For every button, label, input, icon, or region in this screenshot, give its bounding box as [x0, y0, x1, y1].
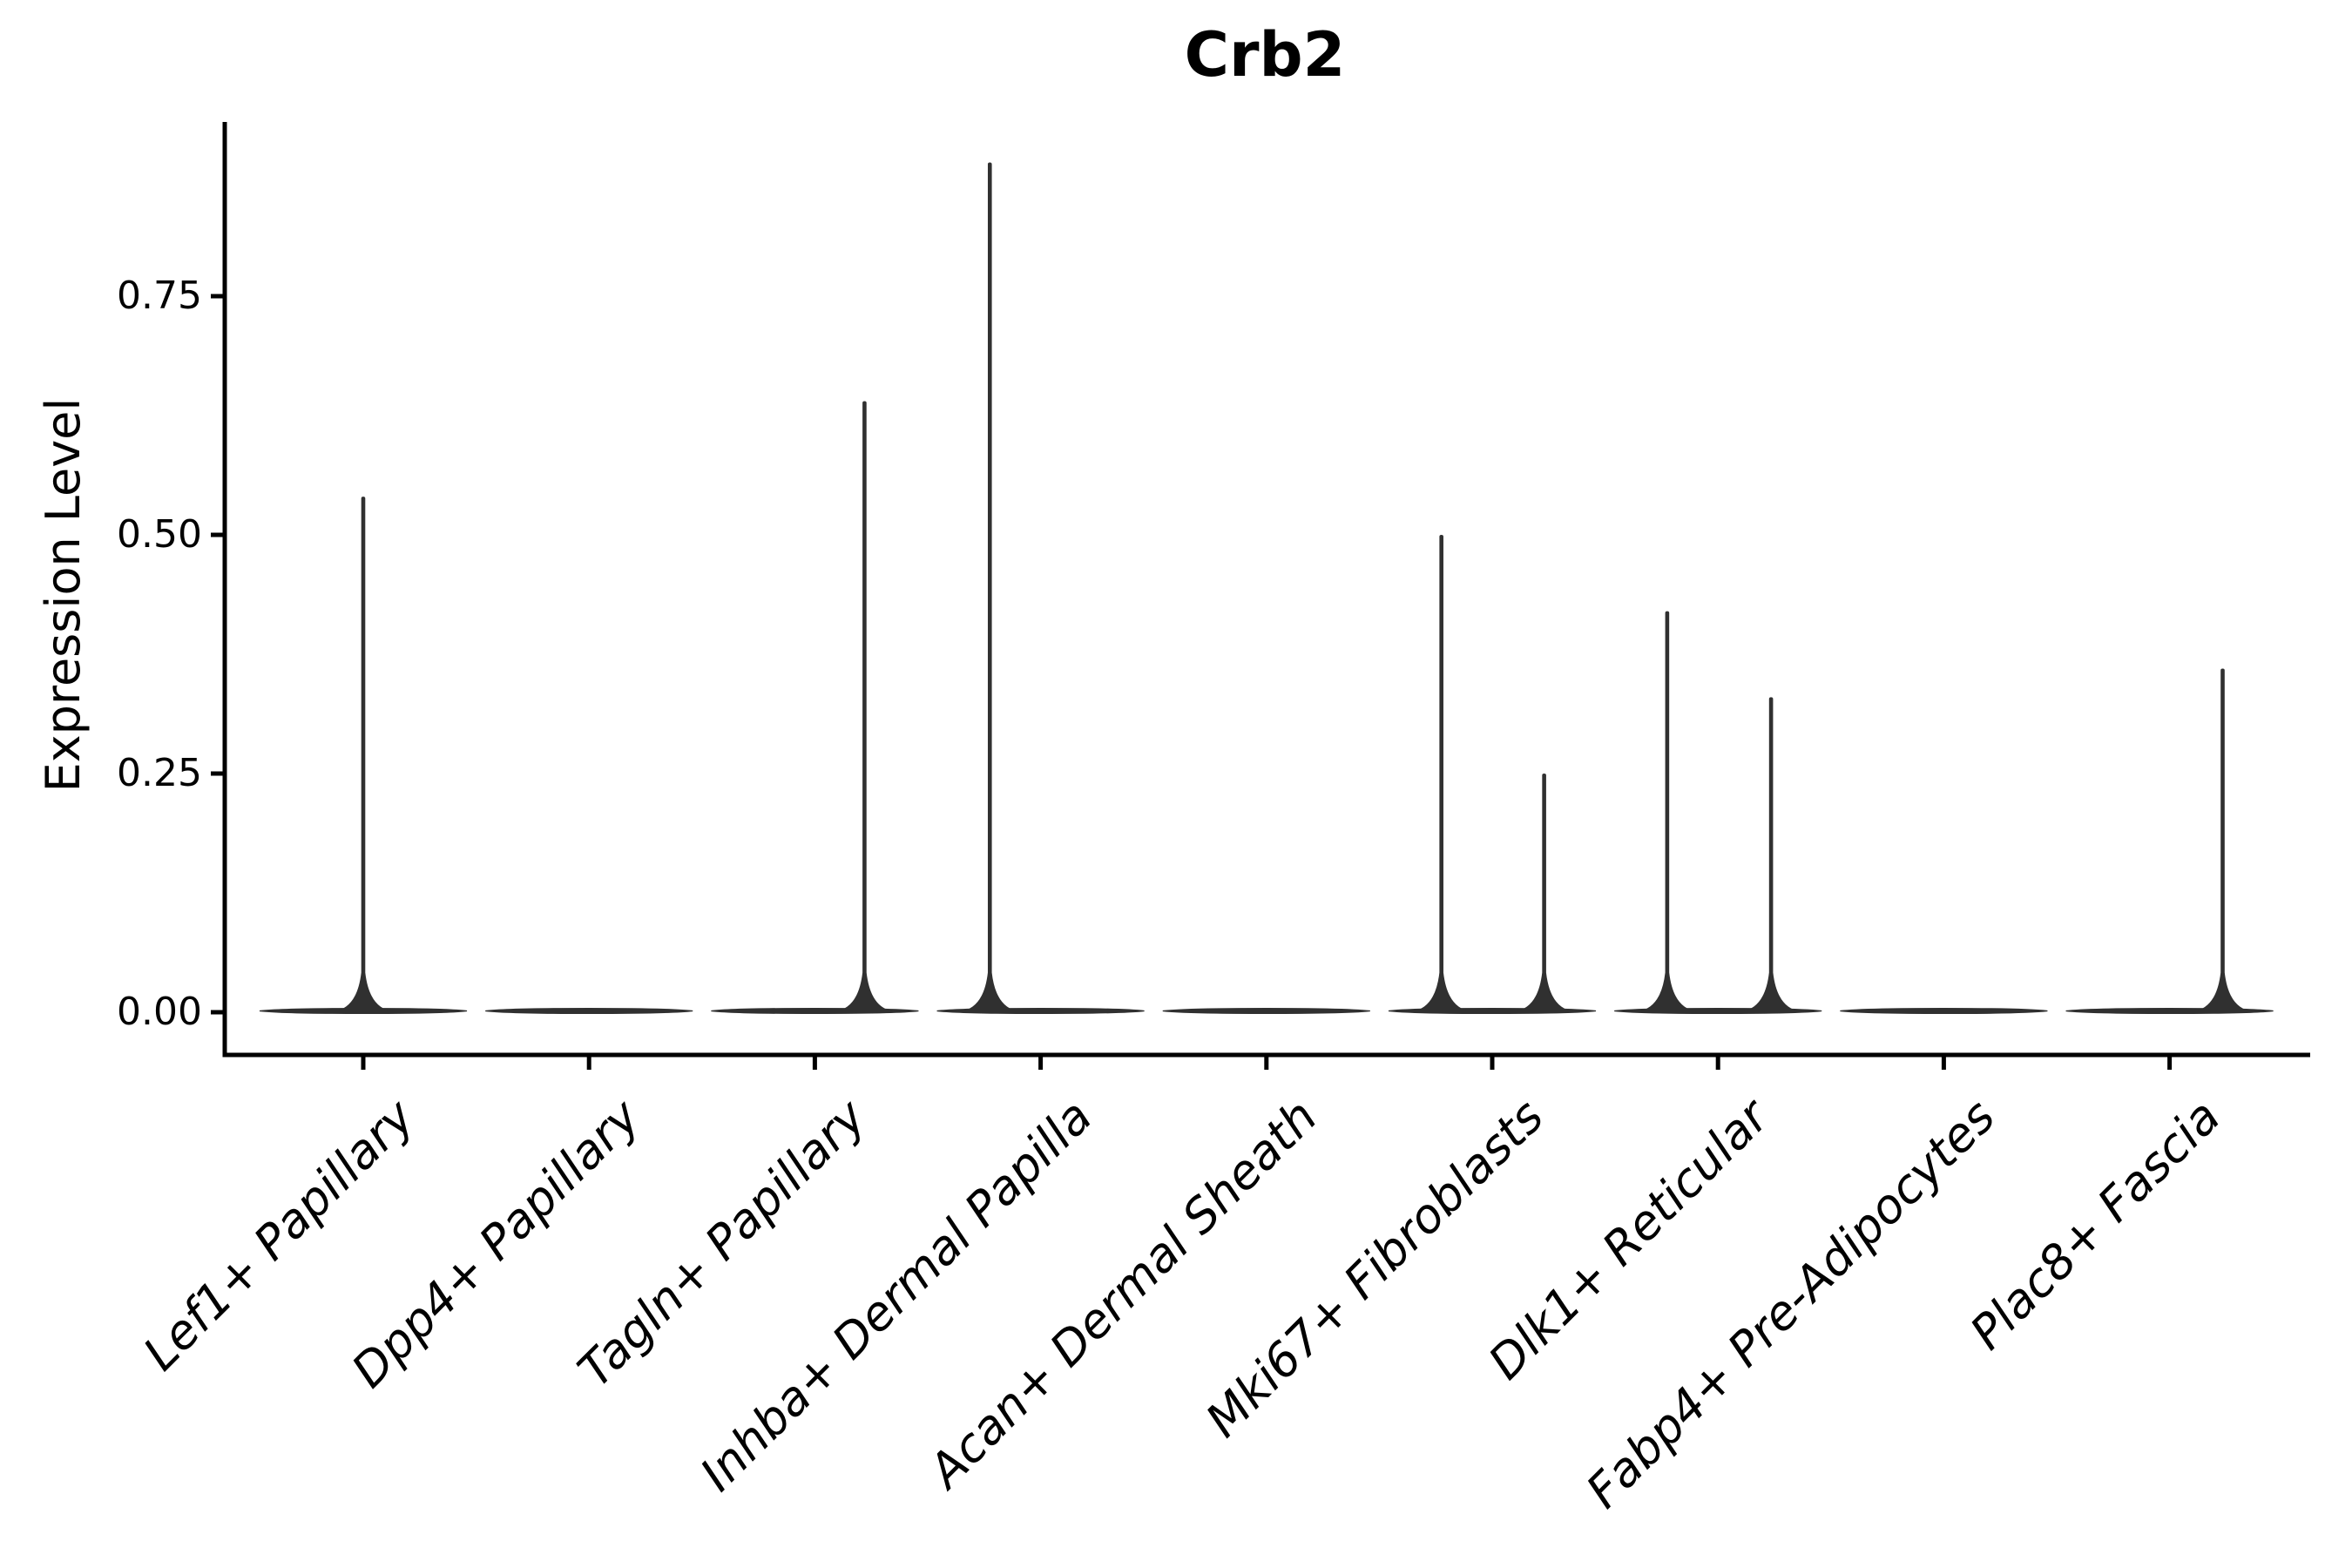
violin-spike	[960, 162, 1020, 1011]
violin-spike	[1411, 535, 1471, 1011]
violin-spike	[1741, 697, 1801, 1011]
y-tick-label: 0.00	[117, 990, 202, 1034]
violin-spike	[2193, 668, 2253, 1011]
violin-spike	[334, 497, 393, 1011]
violin-body	[1840, 1007, 2048, 1015]
violin-body	[1162, 1007, 1370, 1015]
violin-body	[485, 1007, 693, 1015]
violin-spike	[1514, 774, 1574, 1011]
y-tick-label: 0.25	[117, 751, 202, 795]
chart-title: Crb2	[1184, 19, 1346, 91]
y-tick-label: 0.75	[117, 274, 202, 318]
y-tick-label: 0.50	[117, 512, 202, 557]
violin-spike	[1637, 611, 1697, 1011]
violin-spike	[835, 401, 895, 1011]
